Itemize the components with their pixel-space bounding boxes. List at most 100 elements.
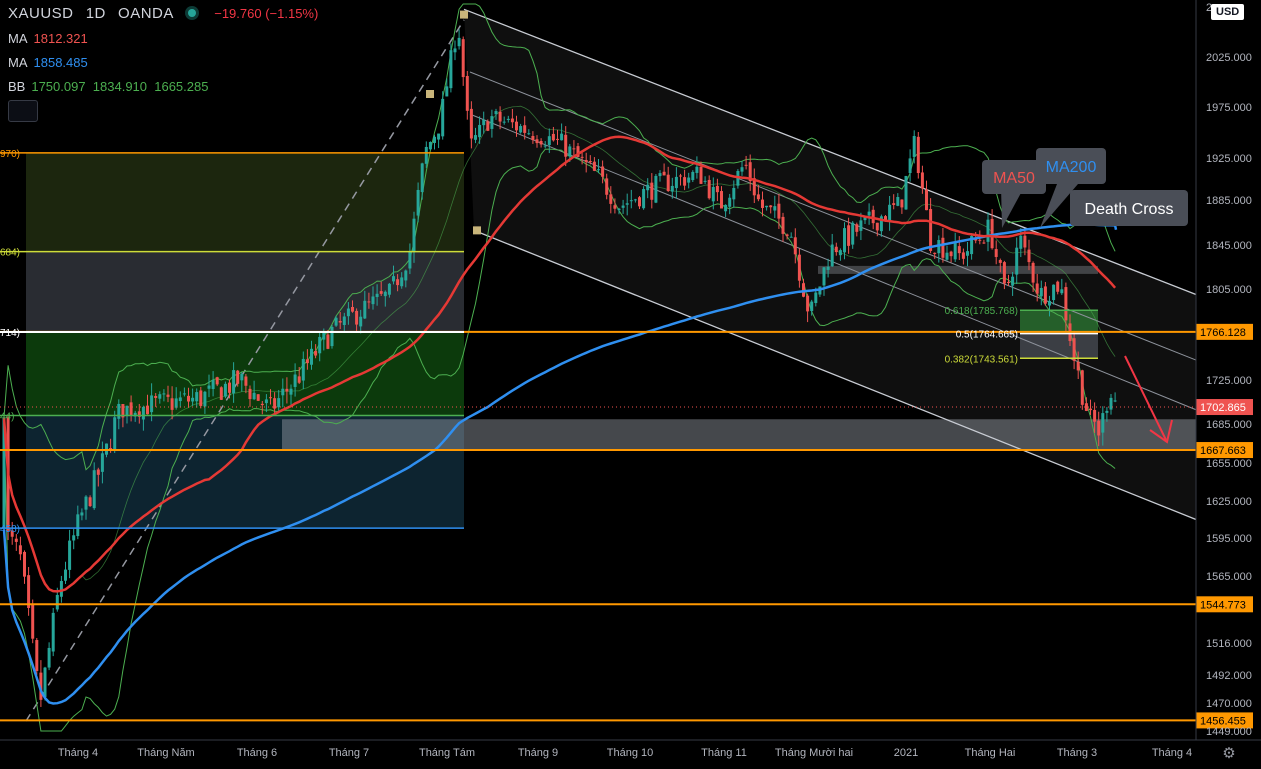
candle-body (1027, 249, 1031, 263)
candle-body (810, 301, 814, 312)
candle-body (240, 373, 244, 381)
candle-body (658, 173, 662, 177)
candle-body (851, 222, 855, 245)
candle-body (178, 397, 182, 402)
gear-icon[interactable]: ⚙ (1222, 745, 1236, 762)
fib-zone (1020, 310, 1098, 334)
candle-body (670, 185, 674, 192)
candle-body (428, 142, 432, 150)
candle-body (1043, 286, 1047, 304)
candle-body (765, 205, 769, 208)
candle-body (576, 146, 580, 157)
candle-body (88, 497, 92, 507)
downtrend-arrow-head (1149, 419, 1173, 444)
candle-body (740, 167, 744, 172)
candle-body (638, 197, 641, 207)
candle-body (588, 160, 592, 163)
drawing-handle (460, 10, 468, 19)
price-label: 1544.773 (1200, 599, 1246, 611)
candle-body (346, 308, 350, 317)
candle-body (843, 228, 846, 253)
price-tick-label: 1975.000 (1206, 102, 1252, 114)
candle-body (707, 179, 711, 199)
candle-body (699, 166, 703, 184)
candle-body (515, 121, 518, 131)
candle-body (359, 316, 363, 327)
candle-body (437, 133, 441, 140)
bb-values: 1750.097 1834.910 1665.285 (31, 79, 209, 94)
price-label: 1766.128 (1200, 327, 1246, 339)
fib-zone (26, 332, 464, 416)
candle-body (351, 306, 354, 312)
candle-body (646, 184, 650, 191)
interval-label[interactable]: 1D (85, 5, 106, 22)
symbol-name[interactable]: XAUUSD (8, 5, 74, 22)
candle-body (900, 199, 904, 208)
candle-body (129, 402, 133, 415)
price-label-bg (1196, 442, 1253, 459)
ma1-legend[interactable]: MA 1812.321 (8, 31, 88, 46)
candle-body (59, 581, 63, 597)
candle-body (654, 175, 658, 203)
candle-body (92, 470, 96, 509)
candle-body (449, 50, 453, 89)
candle-body (986, 219, 990, 242)
ma2-legend[interactable]: MA 1858.485 (8, 55, 88, 70)
candle-body (711, 187, 715, 202)
candle-body (769, 205, 773, 208)
channel-line (473, 229, 1197, 521)
candle-body (433, 136, 436, 143)
candle-body (215, 377, 219, 385)
candle-body (64, 569, 67, 581)
candle-body (199, 390, 203, 406)
candle-body (285, 388, 289, 392)
candle-body (773, 206, 777, 211)
candle-body (297, 376, 301, 383)
candle-body (884, 216, 887, 222)
candle-body (855, 224, 859, 232)
candle-body (363, 300, 367, 319)
candle-body (916, 136, 920, 174)
candle-body (453, 48, 457, 53)
candle-body (761, 199, 764, 208)
candle-body (683, 177, 687, 186)
candle-body (1072, 338, 1076, 361)
candle-body (260, 403, 264, 406)
candle-body (424, 146, 428, 164)
ma1-label: MA (8, 31, 28, 46)
candle-body (1093, 409, 1097, 422)
symbol-header[interactable]: XAUUSD 1D OANDA −19.760 (−1.15%) (8, 5, 318, 22)
candle-body (527, 133, 531, 135)
downtrend-arrow (1124, 355, 1167, 441)
collapse-legend-button[interactable] (8, 100, 38, 122)
fib-level-label: 0.618(1785.768) (945, 306, 1018, 317)
time-tick-label: Tháng 9 (518, 747, 558, 759)
candle-body (892, 203, 896, 205)
currency-badge[interactable]: USD (1211, 4, 1245, 20)
price-label-bg (1196, 323, 1253, 340)
candle-body (371, 296, 375, 305)
candle-body (1039, 287, 1043, 297)
candle-body (715, 185, 719, 193)
candle-body (510, 118, 514, 123)
candle-body (273, 398, 277, 409)
candle-body (674, 176, 678, 189)
price-tick-label: 1805.000 (1206, 284, 1252, 296)
candle-body (859, 220, 863, 231)
ma2-value: 1858.485 (33, 55, 88, 70)
candle-body (18, 545, 22, 555)
candle-body (1052, 284, 1056, 301)
candle-body (920, 172, 924, 189)
ma50-line (2, 135, 1117, 593)
candle-body (978, 239, 982, 241)
candle-body (777, 203, 781, 219)
candle-body (375, 293, 379, 297)
candle-body (539, 140, 543, 145)
candle-body (146, 405, 149, 415)
candle-body (543, 145, 547, 147)
candle-body (592, 161, 596, 171)
fib-level-label: 0.5(1764.665) (956, 330, 1018, 341)
candle-body (1080, 370, 1084, 405)
bb-legend[interactable]: BB 1750.097 1834.910 1665.285 (8, 79, 208, 94)
